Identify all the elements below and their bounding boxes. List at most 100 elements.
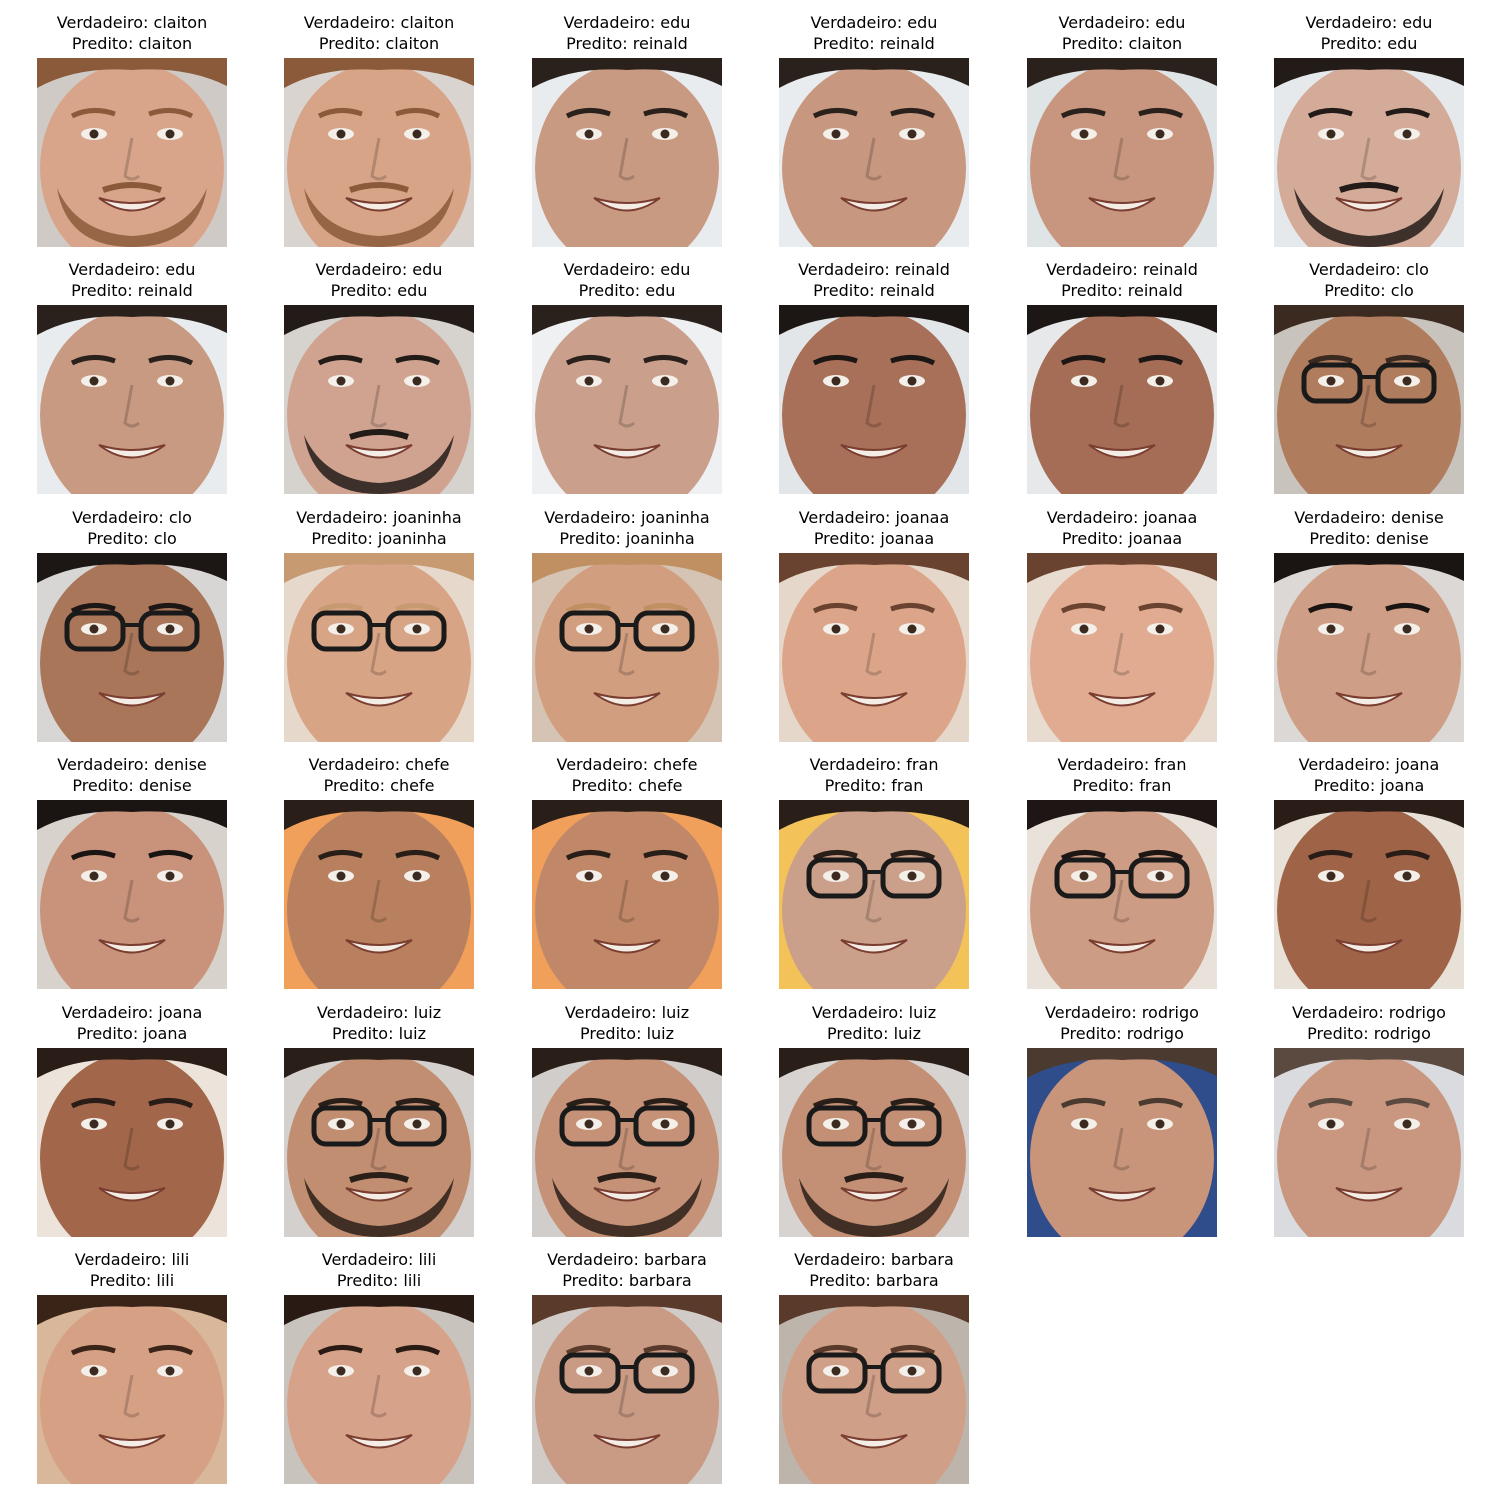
predicted-label-prefix: Predito: — [1072, 776, 1140, 795]
face-sample-cell: Verdadeiro: joanaa Predito: joanaa — [1027, 507, 1217, 747]
true-label-prefix: Verdadeiro: — [1058, 13, 1156, 32]
true-label-prefix: Verdadeiro: — [547, 1250, 644, 1269]
predicted-label-value: chefe — [390, 776, 435, 795]
predicted-label-prefix: Predito: — [1320, 34, 1388, 53]
true-label-value: barbara — [890, 1250, 954, 1269]
sample-caption: Verdadeiro: edu Predito: edu — [1234, 12, 1500, 54]
true-label: Verdadeiro: lili — [0, 1249, 267, 1270]
face-crop-image — [284, 1295, 474, 1484]
sample-caption: Verdadeiro: clo Predito: clo — [1234, 259, 1500, 301]
predicted-label-value: edu — [645, 281, 676, 300]
true-label: Verdadeiro: edu — [1234, 12, 1500, 33]
true-label: Verdadeiro: edu — [492, 259, 762, 280]
predicted-label-prefix: Predito: — [1061, 281, 1128, 300]
face-sample-cell: Verdadeiro: edu Predito: edu — [1274, 12, 1464, 252]
true-label: Verdadeiro: edu — [739, 12, 1009, 33]
true-label: Verdadeiro: edu — [0, 259, 267, 280]
true-label: Verdadeiro: luiz — [739, 1002, 1009, 1023]
sample-caption: Verdadeiro: joana Predito: joana — [1234, 754, 1500, 796]
predicted-label-prefix: Predito: — [562, 1271, 629, 1290]
sample-caption: Verdadeiro: joanaa Predito: joanaa — [739, 507, 1009, 549]
true-label-value: denise — [153, 755, 207, 774]
sample-caption: Verdadeiro: luiz Predito: luiz — [492, 1002, 762, 1044]
predicted-label-value: joana — [1380, 776, 1425, 795]
face-sample-cell: Verdadeiro: joana Predito: joana — [37, 1002, 227, 1242]
sample-caption: Verdadeiro: lili Predito: lili — [244, 1249, 514, 1291]
true-label-value: fran — [1154, 755, 1187, 774]
true-label: Verdadeiro: joana — [0, 1002, 267, 1023]
true-label: Verdadeiro: fran — [739, 754, 1009, 775]
true-label-value: edu — [1402, 13, 1433, 32]
face-sample-cell: Verdadeiro: joana Predito: joana — [1274, 754, 1464, 994]
predicted-label: Predito: claiton — [244, 33, 514, 54]
predicted-label-value: joanaa — [1128, 529, 1183, 548]
predicted-label: Predito: reinald — [739, 33, 1009, 54]
true-label-value: joana — [158, 1003, 203, 1022]
true-label: Verdadeiro: luiz — [492, 1002, 762, 1023]
true-label-value: joaninha — [393, 508, 462, 527]
predicted-label-prefix: Predito: — [1309, 529, 1376, 548]
face-crop-image — [779, 1048, 969, 1237]
predicted-label: Predito: joanaa — [739, 528, 1009, 549]
predicted-label-prefix: Predito: — [336, 1271, 404, 1290]
predicted-label-prefix: Predito: — [813, 34, 880, 53]
true-label-value: lili — [418, 1250, 437, 1269]
predicted-label-value: clo — [153, 529, 177, 548]
true-label-value: barbara — [643, 1250, 707, 1269]
predicted-label: Predito: joana — [1234, 775, 1500, 796]
face-crop-image — [37, 305, 227, 494]
face-crop-image — [1027, 800, 1217, 989]
true-label-value: denise — [1390, 508, 1444, 527]
sample-caption: Verdadeiro: claiton Predito: claiton — [244, 12, 514, 54]
sample-caption: Verdadeiro: clo Predito: clo — [0, 507, 267, 549]
predicted-label: Predito: joaninha — [244, 528, 514, 549]
face-sample-cell: Verdadeiro: clo Predito: clo — [37, 507, 227, 747]
true-label-value: chefe — [653, 755, 698, 774]
face-crop-image — [1274, 1048, 1464, 1237]
sample-caption: Verdadeiro: barbara Predito: barbara — [492, 1249, 762, 1291]
face-sample-cell: Verdadeiro: luiz Predito: luiz — [532, 1002, 722, 1242]
predicted-label-value: reinald — [137, 281, 193, 300]
predicted-label-value: fran — [1139, 776, 1172, 795]
sample-caption: Verdadeiro: chefe Predito: chefe — [492, 754, 762, 796]
face-crop-image — [37, 553, 227, 742]
true-label: Verdadeiro: barbara — [492, 1249, 762, 1270]
sample-caption: Verdadeiro: edu Predito: reinald — [492, 12, 762, 54]
true-label: Verdadeiro: joanaa — [987, 507, 1257, 528]
sample-caption: Verdadeiro: fran Predito: fran — [987, 754, 1257, 796]
predicted-label-value: luiz — [893, 1024, 921, 1043]
true-label-value: luiz — [908, 1003, 937, 1022]
predicted-label-value: edu — [1387, 34, 1418, 53]
sample-caption: Verdadeiro: fran Predito: fran — [739, 754, 1009, 796]
predicted-label: Predito: lili — [0, 1270, 267, 1291]
sample-caption: Verdadeiro: joana Predito: joana — [0, 1002, 267, 1044]
predicted-label-prefix: Predito: — [559, 529, 626, 548]
true-label-value: edu — [907, 13, 938, 32]
sample-caption: Verdadeiro: joanaa Predito: joanaa — [987, 507, 1257, 549]
predicted-label-value: fran — [891, 776, 924, 795]
predicted-label-prefix: Predito: — [76, 1024, 144, 1043]
face-crop-image — [779, 553, 969, 742]
true-label-value: luiz — [413, 1003, 442, 1022]
true-label-prefix: Verdadeiro: — [1046, 508, 1144, 527]
face-sample-cell: Verdadeiro: lili Predito: lili — [37, 1249, 227, 1489]
face-sample-cell: Verdadeiro: reinald Predito: reinald — [779, 259, 969, 499]
face-crop-image — [779, 800, 969, 989]
true-label-prefix: Verdadeiro: — [1045, 1003, 1142, 1022]
true-label-prefix: Verdadeiro: — [810, 13, 908, 32]
true-label: Verdadeiro: edu — [244, 259, 514, 280]
true-label-value: rodrigo — [1141, 1003, 1199, 1022]
true-label-value: joaninha — [641, 508, 710, 527]
predicted-label-prefix: Predito: — [579, 1024, 647, 1043]
predicted-label: Predito: clo — [1234, 280, 1500, 301]
true-label: Verdadeiro: clo — [1234, 259, 1500, 280]
predicted-label: Predito: lili — [244, 1270, 514, 1291]
face-crop-image — [532, 305, 722, 494]
face-sample-cell: Verdadeiro: rodrigo Predito: rodrigo — [1274, 1002, 1464, 1242]
true-label-prefix: Verdadeiro: — [56, 13, 154, 32]
predicted-label-prefix: Predito: — [824, 776, 892, 795]
face-sample-cell: Verdadeiro: lili Predito: lili — [284, 1249, 474, 1489]
predicted-label: Predito: claiton — [0, 33, 267, 54]
true-label-prefix: Verdadeiro: — [308, 755, 406, 774]
predicted-label: Predito: luiz — [244, 1023, 514, 1044]
